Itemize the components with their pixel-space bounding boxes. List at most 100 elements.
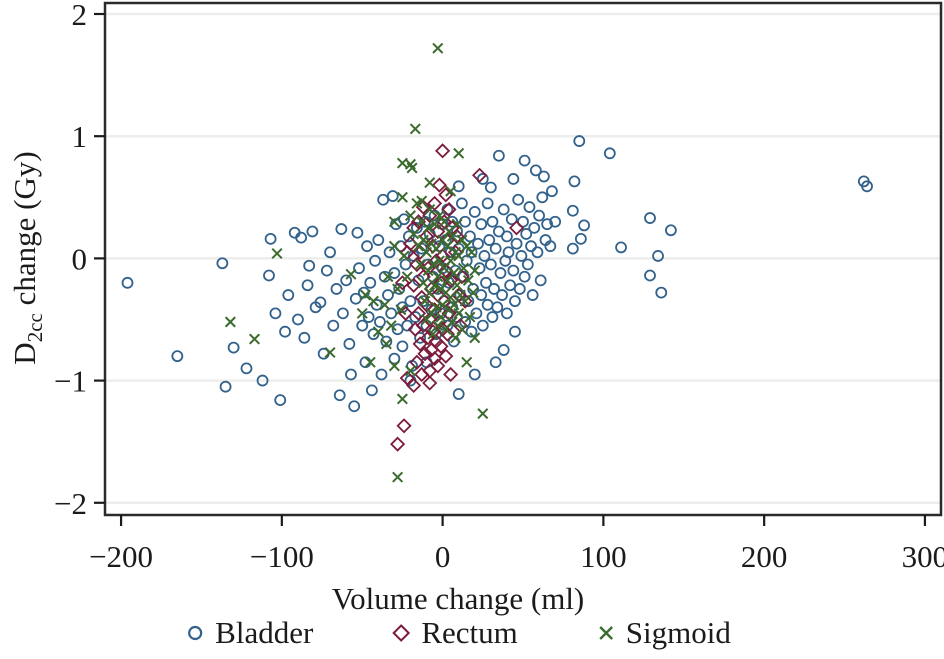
data-point <box>410 305 427 321</box>
data-point <box>526 289 539 301</box>
data-point <box>427 351 443 367</box>
data-point <box>121 276 134 289</box>
data-point <box>507 173 520 185</box>
data-point <box>481 298 494 311</box>
x-tick-label: −200 <box>89 539 153 574</box>
data-point <box>406 377 422 394</box>
data-point <box>502 246 515 259</box>
data-point <box>430 243 442 255</box>
data-point <box>441 274 453 286</box>
data-point <box>274 394 287 407</box>
data-point <box>489 242 502 255</box>
data-point <box>388 352 401 365</box>
data-point <box>549 215 562 228</box>
data-point <box>385 307 398 320</box>
data-point <box>513 283 526 295</box>
data-point <box>504 279 517 292</box>
data-point <box>453 307 465 319</box>
data-point <box>494 267 507 279</box>
data-point <box>365 384 378 397</box>
data-point <box>388 360 400 372</box>
data-point <box>566 204 579 217</box>
data-point <box>369 254 381 267</box>
series-bladder-points <box>121 135 873 413</box>
y-tick-label: 0 <box>72 241 88 276</box>
data-points <box>121 42 873 483</box>
data-point <box>306 225 319 238</box>
data-point <box>364 356 376 368</box>
data-point <box>351 226 364 239</box>
data-point <box>520 228 533 240</box>
data-point <box>507 264 520 277</box>
data-point <box>372 326 384 338</box>
data-point <box>406 277 422 293</box>
data-point <box>665 224 677 237</box>
data-point <box>359 289 371 301</box>
data-point <box>330 283 343 295</box>
data-point <box>279 325 291 338</box>
data-point <box>438 262 450 274</box>
data-point <box>337 307 349 320</box>
data-point <box>466 246 478 258</box>
legend-label-sigmoid: Sigmoid <box>625 615 731 650</box>
y-tick-label: −2 <box>54 486 87 521</box>
data-point <box>505 213 518 226</box>
data-point <box>424 177 436 189</box>
data-point <box>568 175 581 188</box>
data-point <box>353 262 365 275</box>
data-point <box>441 201 457 218</box>
data-point <box>510 237 523 250</box>
data-point <box>644 212 656 224</box>
data-point <box>497 203 510 216</box>
y-tick-label: −1 <box>54 364 87 399</box>
data-point <box>345 368 357 381</box>
data-point <box>521 258 534 271</box>
data-point <box>435 311 447 323</box>
data-point <box>421 313 433 325</box>
data-point <box>424 287 436 299</box>
data-point <box>348 400 361 413</box>
data-point <box>538 170 550 183</box>
data-point <box>385 320 397 332</box>
data-point <box>219 380 232 393</box>
data-point <box>372 234 385 246</box>
data-point <box>438 348 454 364</box>
data-point <box>470 307 483 320</box>
data-point <box>396 393 408 405</box>
data-point <box>380 335 393 348</box>
data-point <box>410 221 423 234</box>
y-tick-label: 1 <box>72 119 88 154</box>
tick-labels: 2 1 0 −1 −2−200 −100 0 100 200 300 <box>54 0 944 574</box>
data-point <box>644 269 656 282</box>
data-point <box>402 230 415 243</box>
data-point <box>456 323 468 335</box>
data-point <box>464 311 476 323</box>
data-point <box>652 250 664 262</box>
data-point <box>451 279 463 291</box>
data-point <box>295 231 308 244</box>
data-point <box>459 215 472 228</box>
data-point <box>401 319 414 332</box>
data-point <box>615 241 627 254</box>
x-tick-label: 0 <box>435 539 451 574</box>
data-point <box>433 255 445 267</box>
data-point <box>421 246 433 258</box>
data-point <box>240 362 253 375</box>
data-point <box>407 321 423 337</box>
legend-label-rectum: Rectum <box>421 615 518 650</box>
data-point <box>518 154 531 167</box>
data-point <box>399 258 412 271</box>
data-point <box>377 193 390 206</box>
data-point <box>362 311 375 323</box>
data-point <box>356 307 368 319</box>
data-point <box>478 250 491 262</box>
data-point <box>327 319 340 332</box>
x-tick-label: 100 <box>580 539 627 574</box>
y-axis-label-subscript: 2cc <box>23 313 47 343</box>
data-point <box>398 213 410 226</box>
data-point <box>578 219 590 232</box>
data-point <box>566 242 579 255</box>
data-point <box>469 332 481 344</box>
data-point <box>394 275 410 291</box>
data-point <box>401 271 413 283</box>
